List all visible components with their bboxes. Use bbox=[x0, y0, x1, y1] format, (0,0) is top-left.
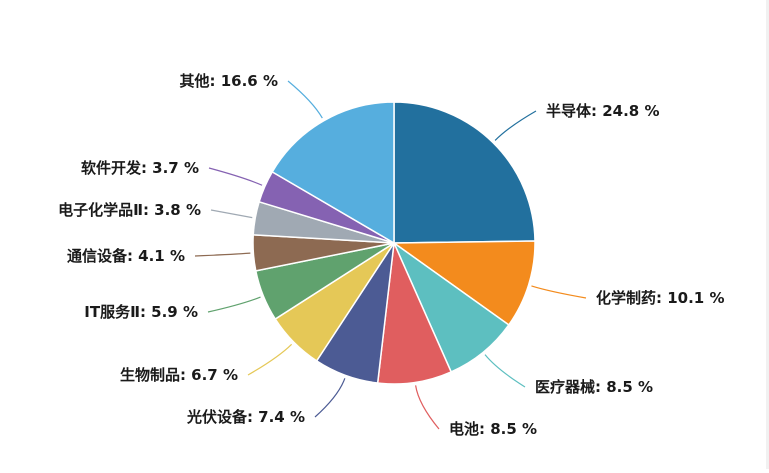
slice-label: 化学制药: 10.1 % bbox=[596, 289, 724, 307]
leader-line bbox=[247, 343, 293, 376]
slice-label: 电池: 8.5 % bbox=[449, 420, 537, 438]
pie-slice[interactable] bbox=[393, 101, 536, 244]
leader-line bbox=[194, 252, 251, 257]
slice-label: 软件开发: 3.7 % bbox=[81, 159, 199, 177]
slice-label: 通信设备: 4.1 % bbox=[67, 247, 185, 265]
leader-line bbox=[287, 80, 323, 119]
leader-line bbox=[314, 378, 346, 418]
slice-label: 半导体: 24.8 % bbox=[546, 102, 659, 120]
slice-label: 电子化学品Ⅱ: 3.8 % bbox=[58, 201, 201, 219]
slice-label: IT服务Ⅱ: 5.9 % bbox=[84, 303, 198, 321]
leader-line bbox=[494, 110, 537, 141]
leader-line bbox=[415, 385, 440, 430]
slice-label: 其他: 16.6 % bbox=[180, 72, 278, 90]
leader-line bbox=[210, 209, 253, 219]
slice-label: 生物制品: 6.7 % bbox=[120, 366, 238, 384]
leader-line bbox=[208, 167, 263, 186]
leader-line bbox=[207, 296, 261, 313]
pie-slice[interactable] bbox=[271, 101, 395, 245]
leader-line bbox=[484, 354, 526, 388]
slice-label: 医疗器械: 8.5 % bbox=[535, 378, 653, 396]
leader-line bbox=[531, 285, 587, 299]
slice-label: 光伏设备: 7.4 % bbox=[186, 408, 305, 426]
pie-slice[interactable] bbox=[391, 240, 536, 326]
right-edge-divider bbox=[766, 0, 769, 469]
